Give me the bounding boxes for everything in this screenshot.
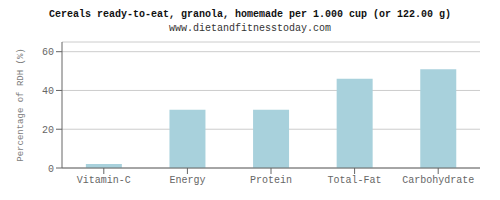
- svg-text:Energy: Energy: [169, 175, 205, 186]
- svg-text:Protein: Protein: [250, 175, 292, 186]
- html-text:www.dietandfitnesstoday.com: www.dietandfitnesstoday.com: [169, 23, 331, 34]
- html-text:Cereals ready-to-eat, granola,: Cereals ready-to-eat, granola, homemade …: [49, 9, 451, 20]
- svg-text:Total-Fat: Total-Fat: [328, 175, 382, 186]
- svg-text:Percentage of RDH (%): Percentage of RDH (%): [16, 48, 26, 161]
- svg-text:60: 60: [42, 47, 54, 58]
- svg-text:0: 0: [48, 164, 54, 175]
- svg-text:40: 40: [42, 86, 54, 97]
- svg-text:Carbohydrate: Carbohydrate: [402, 175, 474, 186]
- svg-text:Vitamin-C: Vitamin-C: [77, 175, 131, 186]
- svg-text:20: 20: [42, 125, 54, 136]
